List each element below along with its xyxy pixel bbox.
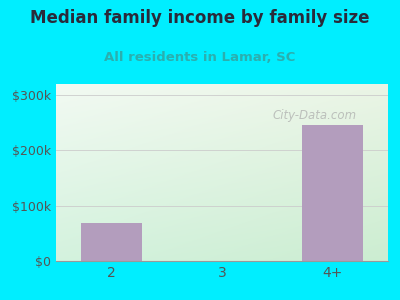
Bar — [302, 125, 363, 261]
Text: City-Data.com: City-Data.com — [273, 110, 357, 122]
Text: All residents in Lamar, SC: All residents in Lamar, SC — [104, 51, 296, 64]
Text: Median family income by family size: Median family income by family size — [30, 9, 370, 27]
Bar — [81, 224, 142, 261]
